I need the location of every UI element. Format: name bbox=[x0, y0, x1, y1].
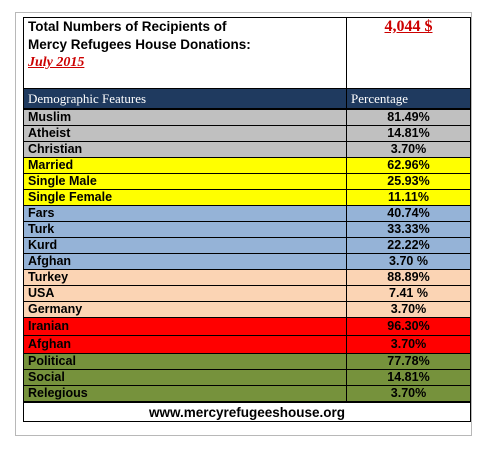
total-cell: 4,044 $ bbox=[346, 17, 471, 89]
table-row: Political 77.78% bbox=[23, 353, 471, 370]
percentage-value: 81.49% bbox=[346, 108, 471, 126]
feature-label: Social bbox=[23, 369, 347, 386]
table-row: Relegious 3.70% bbox=[23, 385, 471, 403]
feature-label: Afghan bbox=[23, 335, 347, 354]
table-row: Fars 40.74% bbox=[23, 205, 471, 222]
feature-label: Atheist bbox=[23, 125, 347, 142]
table-row: Germany 3.70% bbox=[23, 301, 471, 318]
percentage-value: 11.11% bbox=[346, 189, 471, 206]
table-row: Turkey 88.89% bbox=[23, 269, 471, 286]
column-header-row: Demographic Features Percentage bbox=[23, 88, 471, 110]
feature-label: Relegious bbox=[23, 385, 347, 403]
title-cell: Total Numbers of Recipients of Mercy Ref… bbox=[23, 17, 347, 89]
table-row: Single Female 11.11% bbox=[23, 189, 471, 206]
percentage-value: 96.30% bbox=[346, 317, 471, 336]
title-line-2: Mercy Refugees House Donations: bbox=[28, 37, 251, 52]
feature-label: Christian bbox=[23, 141, 347, 158]
feature-label: Married bbox=[23, 157, 347, 174]
percentage-value: 3.70% bbox=[346, 141, 471, 158]
feature-label: Kurd bbox=[23, 237, 347, 254]
feature-label: Single Female bbox=[23, 189, 347, 206]
table-row: Social 14.81% bbox=[23, 369, 471, 386]
percentage-value: 3.70% bbox=[346, 301, 471, 318]
percentage-value: 33.33% bbox=[346, 221, 471, 238]
footer-row: www.mercyrefugeeshouse.org bbox=[23, 401, 471, 422]
percentage-value: 40.74% bbox=[346, 205, 471, 222]
feature-label: Turk bbox=[23, 221, 347, 238]
period-label: July 2015 bbox=[28, 55, 85, 70]
percentage-value: 3.70% bbox=[346, 385, 471, 403]
feature-label: Turkey bbox=[23, 269, 347, 286]
feature-label: Fars bbox=[23, 205, 347, 222]
table-row: Kurd 22.22% bbox=[23, 237, 471, 254]
table-row: Afghan 3.70% bbox=[23, 335, 471, 354]
table-row: Afghan 3.70 % bbox=[23, 253, 471, 270]
title-line-1: Total Numbers of Recipients of bbox=[28, 19, 227, 34]
table-row: Christian 3.70% bbox=[23, 141, 471, 158]
total-amount: 4,044 $ bbox=[384, 18, 433, 36]
percentage-value: 25.93% bbox=[346, 173, 471, 190]
percentage-value: 14.81% bbox=[346, 369, 471, 386]
feature-label: Afghan bbox=[23, 253, 347, 270]
column-header-percentage: Percentage bbox=[346, 88, 471, 110]
percentage-value: 77.78% bbox=[346, 353, 471, 370]
percentage-value: 3.70% bbox=[346, 335, 471, 354]
feature-label: USA bbox=[23, 285, 347, 302]
percentage-value: 88.89% bbox=[346, 269, 471, 286]
table-row: Iranian 96.30% bbox=[23, 317, 471, 336]
feature-label: Iranian bbox=[23, 317, 347, 336]
percentage-value: 22.22% bbox=[346, 237, 471, 254]
table-row: Muslim 81.49% bbox=[23, 108, 471, 126]
header-row: Total Numbers of Recipients of Mercy Ref… bbox=[23, 17, 471, 89]
feature-label: Single Male bbox=[23, 173, 347, 190]
percentage-value: 14.81% bbox=[346, 125, 471, 142]
table-row: Single Male 25.93% bbox=[23, 173, 471, 190]
table-row: Turk 33.33% bbox=[23, 221, 471, 238]
donations-table: Total Numbers of Recipients of Mercy Ref… bbox=[23, 17, 471, 422]
feature-label: Political bbox=[23, 353, 347, 370]
percentage-value: 7.41 % bbox=[346, 285, 471, 302]
percentage-value: 62.96% bbox=[346, 157, 471, 174]
table-row: USA 7.41 % bbox=[23, 285, 471, 302]
table-row: Atheist 14.81% bbox=[23, 125, 471, 142]
table-row: Married 62.96% bbox=[23, 157, 471, 174]
feature-label: Muslim bbox=[23, 108, 347, 126]
percentage-value: 3.70 % bbox=[346, 253, 471, 270]
column-header-feature: Demographic Features bbox=[23, 88, 347, 110]
website-link[interactable]: www.mercyrefugeeshouse.org bbox=[23, 401, 471, 422]
feature-label: Germany bbox=[23, 301, 347, 318]
